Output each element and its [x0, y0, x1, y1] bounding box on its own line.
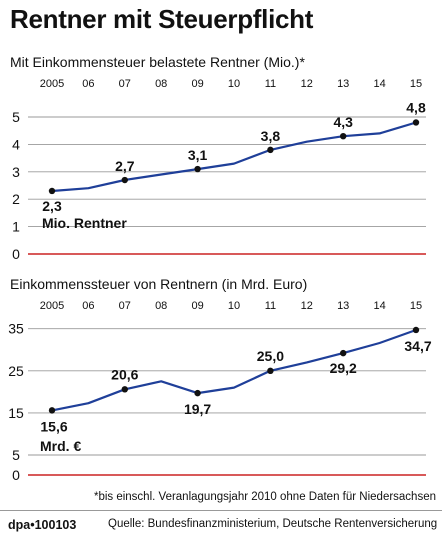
chart1-x-tick-label: 09 [191, 78, 203, 90]
chart2-x-tick-label: 10 [228, 300, 240, 312]
chart2-data-label: 20,6 [111, 366, 138, 382]
chart1-x-tick-label: 07 [119, 78, 131, 90]
chart2-data-point [194, 389, 201, 397]
chart1-x-tick-label: 2005 [40, 78, 64, 90]
chart2-data-point [121, 386, 128, 393]
chart2-y-tick-label: 0 [12, 467, 20, 483]
chart2-series-line [50, 328, 418, 412]
chart1-y-tick-label: 0 [12, 246, 20, 262]
chart2-data-point [48, 407, 56, 414]
chart2-unit-label: Mrd. € [40, 438, 81, 454]
chart1-y-tick-label: 5 [12, 109, 20, 125]
chart1-plot: 2005 06 07 08 09 10 11 12 13 14 150123452,32,73,13… [12, 78, 426, 262]
chart1-data-point [121, 176, 128, 184]
chart1-data-point [340, 132, 347, 140]
chart2-y-tick-label: 5 [12, 447, 20, 463]
chart1-unit-label: Mio. Rentner [42, 215, 127, 231]
chart1-x-tick-label: 12 [301, 78, 313, 90]
chart2-x-tick-label: 15 [410, 300, 422, 312]
chart1-data-label: 2,7 [115, 158, 135, 174]
chart1-x-tick-label: 15 [410, 78, 422, 90]
chart1-data-point [48, 187, 56, 195]
footer-divider [0, 510, 442, 511]
chart2-plot: 2005 06 07 08 09 10 11 12 13 14 15 0 5 15 25 35 15,6 20,6… [8, 300, 432, 483]
chart2-data-label: 25,0 [257, 348, 284, 364]
chart1-series-line [50, 121, 418, 193]
chart1-x-tick-label: 14 [373, 78, 385, 90]
chart2-data-label: 29,2 [330, 360, 357, 376]
chart2-data-point [412, 326, 420, 334]
chart1-title: Mit Einkommensteuer belastete Rentner (M… [10, 54, 305, 70]
chart2-x-tick-label: 07 [119, 300, 131, 312]
chart2-data-label: 15,6 [40, 418, 67, 434]
chart1-y-tick-label: 2 [12, 191, 20, 207]
chart1-data-point [267, 146, 274, 154]
chart2-y-tick-label: 35 [8, 321, 24, 337]
chart1-data-point [412, 119, 420, 126]
chart2-title: Einkommenssteuer von Rentnern (in Mrd. E… [10, 276, 308, 292]
chart1-data-label: 2,3 [42, 198, 62, 214]
chart2-y-tick-label: 15 [8, 405, 24, 421]
credit-code: dpa•100103 [8, 518, 77, 532]
chart1-y-tick-label: 4 [12, 136, 20, 152]
chart2-x-tick-label: 12 [301, 300, 313, 312]
chart1-x-tick-label: 11 [265, 78, 276, 90]
chart1-x-tick-label: 08 [155, 78, 167, 90]
chart2-x-tick-label: 11 [265, 300, 276, 312]
chart1-x-tick-label: 13 [337, 78, 349, 90]
chart2-data-label: 19,7 [184, 401, 211, 417]
chart1-y-tick-label: 3 [12, 164, 20, 180]
chart1-x-tick-label: 10 [228, 78, 240, 90]
chart2-data-point [340, 349, 347, 357]
chart2-x-tick-label: 06 [82, 300, 94, 312]
chart1-data-label: 4,3 [333, 114, 353, 130]
chart1-data-label: 3,1 [188, 147, 208, 163]
page-title: Rentner mit Steuerpflicht [10, 4, 314, 34]
chart1-data-label: 4,8 [406, 99, 426, 115]
chart2-data-label: 34,7 [404, 338, 431, 354]
chart2-x-tick-label: 09 [191, 300, 203, 312]
chart2-x-tick-label: 14 [373, 300, 385, 312]
chart1-data-label: 3,8 [261, 128, 281, 144]
chart2-x-tick-label: 08 [155, 300, 167, 312]
chart1-data-point [194, 165, 201, 173]
chart1-y-tick-label: 1 [12, 219, 20, 235]
chart2-y-tick-label: 25 [8, 363, 24, 379]
chart2-data-point [267, 367, 274, 374]
chart1-x-tick-label: 06 [82, 78, 94, 90]
chart2-x-tick-label: 2005 [40, 300, 64, 312]
source-note: Quelle: Bundesfinanzministerium, Deutsch… [108, 518, 438, 530]
footnote: *bis einschl. Veranlagungsjahr 2010 ohne… [93, 491, 436, 503]
chart2-x-tick-label: 13 [337, 300, 349, 312]
